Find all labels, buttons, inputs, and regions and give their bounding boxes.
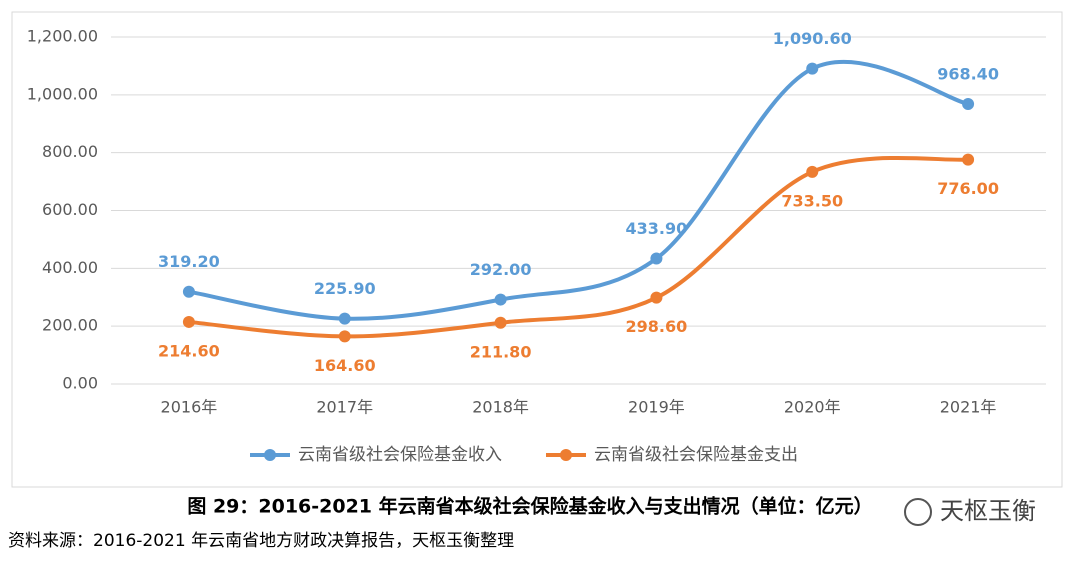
data-label: 298.60 (626, 317, 688, 336)
source-note: 资料来源：2016-2021 年云南省地方财政决算报告，天枢玉衡整理 (8, 531, 514, 551)
watermark-icon (904, 498, 932, 526)
point (338, 312, 351, 325)
point (182, 315, 195, 328)
x-tick-label: 2016年 (161, 398, 218, 417)
x-tick-label: 2018年 (472, 398, 529, 417)
legend-label: 云南省级社会保险基金收入 (298, 445, 502, 465)
y-tick-label: 200.00 (42, 316, 98, 335)
point (338, 330, 351, 343)
x-tick-label: 2020年 (784, 398, 841, 417)
legend-marker (560, 449, 572, 461)
legend-marker (264, 449, 276, 461)
point (182, 285, 195, 298)
chart-frame (11, 11, 1063, 488)
point (650, 252, 663, 265)
data-label: 292.00 (470, 260, 532, 279)
series-line (186, 59, 971, 321)
x-tick-label: 2017年 (316, 398, 373, 417)
data-label: 319.20 (158, 252, 220, 271)
point (806, 165, 819, 178)
watermark-bg (880, 494, 1060, 530)
point (650, 291, 663, 304)
y-tick-label: 600.00 (42, 200, 98, 219)
series-line (186, 155, 971, 339)
chart-title: 图 29：2016-2021 年云南省本级社会保险基金收入与支出情况（单位：亿元… (187, 495, 872, 518)
point (962, 153, 975, 166)
data-label: 968.40 (937, 64, 999, 83)
point (962, 97, 975, 110)
data-label: 225.90 (314, 279, 376, 298)
y-tick-label: 1,200.00 (27, 27, 98, 46)
point (494, 293, 507, 306)
data-label: 211.80 (470, 342, 532, 361)
x-tick-label: 2019年 (628, 398, 685, 417)
x-tick-label: 2021年 (940, 398, 997, 417)
point (806, 62, 819, 75)
point (494, 316, 507, 329)
legend-label: 云南省级社会保险基金支出 (594, 445, 798, 465)
y-tick-label: 800.00 (42, 142, 98, 161)
watermark: 天枢玉衡 (940, 497, 1036, 525)
data-label: 433.90 (626, 219, 688, 238)
y-tick-label: 0.00 (62, 374, 98, 393)
y-tick-label: 400.00 (42, 258, 98, 277)
data-label: 776.00 (937, 179, 999, 198)
data-label: 1,090.60 (773, 29, 852, 48)
data-label: 733.50 (781, 191, 843, 210)
data-label: 164.60 (314, 356, 376, 375)
data-label: 214.60 (158, 341, 220, 360)
y-tick-label: 1,000.00 (27, 84, 98, 103)
